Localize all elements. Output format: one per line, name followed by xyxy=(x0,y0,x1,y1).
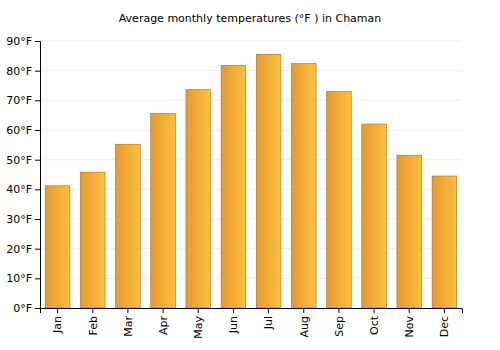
bar xyxy=(362,124,387,308)
bar xyxy=(397,155,422,308)
y-tick-mark xyxy=(35,189,40,190)
y-tick: 90°F xyxy=(6,35,40,48)
bar xyxy=(80,172,105,308)
y-axis: 0°F 10°F 20°F 30°F 40°F 50°F 60°F 70°F 80°F 90°F xyxy=(6,35,40,315)
bar xyxy=(45,186,70,308)
bar xyxy=(432,176,457,308)
y-tick-label: 30°F xyxy=(6,213,32,226)
bars xyxy=(45,54,456,308)
y-tick-label: 60°F xyxy=(6,124,32,137)
bar xyxy=(256,54,281,308)
x-tick-label: Feb xyxy=(87,316,100,335)
x-tick: Oct xyxy=(368,308,381,335)
y-tick-mark xyxy=(35,41,40,42)
grid-line xyxy=(40,130,462,131)
x-tick-label: Mar xyxy=(122,316,135,337)
y-tick-mark xyxy=(35,278,40,279)
bar xyxy=(151,113,176,308)
grid xyxy=(40,41,462,308)
x-tick-mark xyxy=(268,308,269,313)
x-tick-label: Apr xyxy=(157,316,170,336)
y-tick: 30°F xyxy=(6,213,40,226)
y-tick: 70°F xyxy=(6,94,40,107)
x-tick: Apr xyxy=(157,308,170,335)
x-tick: Feb xyxy=(87,308,100,335)
y-tick: 20°F xyxy=(6,243,40,256)
y-tick-mark xyxy=(35,249,40,250)
x-tick: Jun xyxy=(227,308,240,334)
grid-line xyxy=(40,70,462,71)
x-tick-mark xyxy=(444,308,445,313)
x-tick-mark xyxy=(409,308,410,313)
y-tick: 80°F xyxy=(6,65,40,78)
y-tick-label: 10°F xyxy=(6,272,32,285)
y-tick: 0°F xyxy=(13,302,40,315)
x-tick-label: Aug xyxy=(298,316,311,337)
grid-line xyxy=(40,41,462,42)
y-tick: 40°F xyxy=(6,183,40,196)
x-axis: Jan Feb Mar Apr May Jun Jul Aug Sep Oct Nov Dec xyxy=(41,308,463,339)
x-tick: Nov xyxy=(403,308,416,337)
y-tick: 50°F xyxy=(6,154,40,167)
x-tick-label: Sep xyxy=(333,316,346,337)
x-tick-mark xyxy=(374,308,375,313)
y-tick-mark xyxy=(35,160,40,161)
y-tick-label: 80°F xyxy=(6,65,32,78)
bar xyxy=(327,91,352,308)
bar xyxy=(116,144,141,308)
x-tick: Jul xyxy=(262,308,275,330)
y-tick-mark xyxy=(35,100,40,101)
y-tick: 60°F xyxy=(6,124,40,137)
x-tick-mark xyxy=(57,308,58,313)
x-tick-label: Jan xyxy=(51,316,64,334)
x-tick-label: Dec xyxy=(438,316,451,337)
bar xyxy=(291,64,316,308)
x-tick: Mar xyxy=(122,308,135,337)
y-tick-label: 40°F xyxy=(6,183,32,196)
y-axis-line xyxy=(35,42,41,309)
y-tick-mark xyxy=(35,71,40,72)
x-tick-mark xyxy=(198,308,199,313)
plot-area: 0°F 10°F 20°F 30°F 40°F 50°F 60°F 70°F 80°F 90°F J… xyxy=(6,35,462,339)
y-tick-label: 0°F xyxy=(13,302,32,315)
x-tick-label: Jul xyxy=(262,316,275,330)
x-tick: Aug xyxy=(298,308,311,337)
y-tick-label: 20°F xyxy=(6,243,32,256)
y-tick-label: 70°F xyxy=(6,94,32,107)
x-tick: Sep xyxy=(333,308,346,337)
x-tick-label: Jun xyxy=(227,316,240,334)
y-tick-mark xyxy=(35,130,40,131)
x-tick: Dec xyxy=(438,308,451,337)
y-tick-mark xyxy=(35,308,40,309)
x-tick-mark xyxy=(127,308,128,313)
grid-line xyxy=(40,100,462,101)
x-tick-mark xyxy=(233,308,234,313)
x-tick: May xyxy=(192,308,205,339)
bar xyxy=(186,90,211,308)
x-axis-line xyxy=(41,309,463,314)
x-tick-label: May xyxy=(192,316,205,339)
chart: 0°F 10°F 20°F 30°F 40°F 50°F 60°F 70°F 80°F 90°F J… xyxy=(0,0,500,350)
y-tick-label: 90°F xyxy=(6,35,32,48)
y-tick-mark xyxy=(35,219,40,220)
x-tick: Jan xyxy=(51,308,64,334)
bar xyxy=(221,65,246,308)
x-tick-label: Nov xyxy=(403,316,416,338)
x-tick-mark xyxy=(92,308,93,313)
x-tick-label: Oct xyxy=(368,315,381,335)
y-tick: 10°F xyxy=(6,272,40,285)
y-tick-label: 50°F xyxy=(6,154,32,167)
title: Average monthly temperatures (°F ) in Ch… xyxy=(119,12,382,25)
x-tick-mark xyxy=(163,308,164,313)
x-tick-mark xyxy=(338,308,339,313)
x-tick-mark xyxy=(303,308,304,313)
